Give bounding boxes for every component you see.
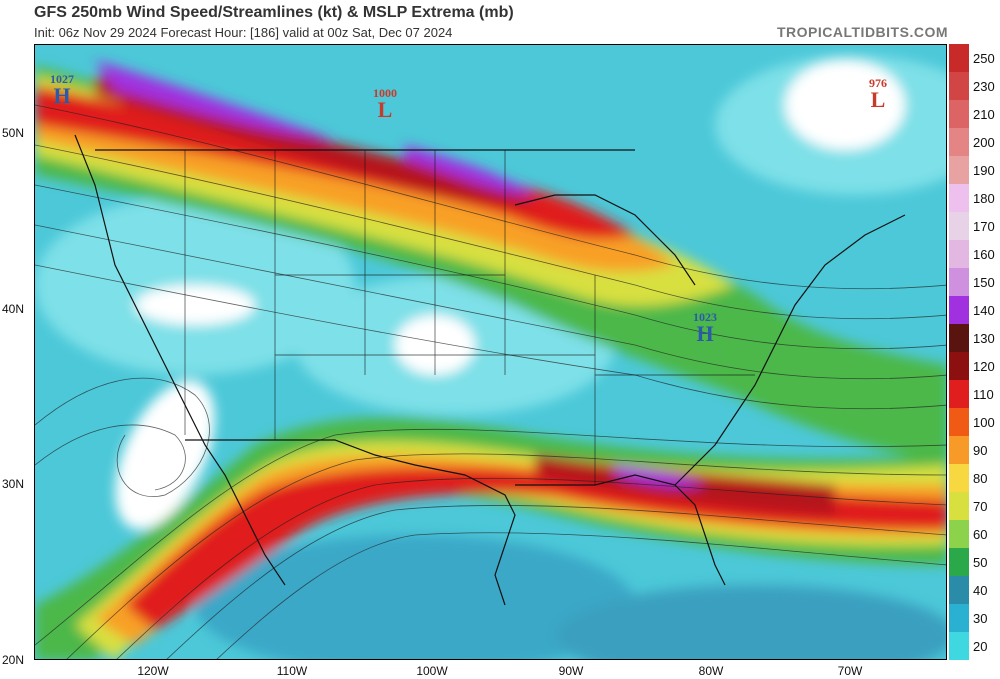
marker-symbol: H [53, 83, 71, 108]
colorbar-label: 230 [973, 79, 995, 94]
colorbar-label: 90 [973, 443, 988, 458]
colorbar-swatch [949, 44, 969, 72]
colorbar-label: 110 [973, 387, 994, 402]
lon-label-110w: 110W [276, 664, 308, 678]
colorbar-label: 190 [973, 163, 995, 178]
colorbar-label: 200 [973, 135, 995, 150]
marker-value: 1023 [693, 310, 717, 324]
colorbar-step: 160 [949, 240, 1000, 268]
colorbar-label: 130 [973, 331, 995, 346]
colorbar-label: 150 [973, 275, 995, 290]
colorbar-swatch [949, 436, 969, 464]
colorbar-swatch [949, 408, 969, 436]
colorbar-step: 30 [949, 604, 1000, 632]
colorbar-step: 70 [949, 492, 1000, 520]
colorbar-swatch [949, 268, 969, 296]
low-pressure-marker-1000: 1000 L [367, 87, 403, 121]
colorbar-swatch [949, 632, 969, 660]
marker-symbol: L [870, 87, 886, 112]
wind-speed-field [35, 45, 946, 659]
colorbar-label: 160 [973, 247, 995, 262]
marker-symbol: L [377, 97, 393, 122]
colorbar-swatch [949, 296, 969, 324]
high-pressure-marker-1023: 1023 H [687, 311, 723, 345]
colorbar-swatch [949, 100, 969, 128]
colorbar-step: 60 [949, 520, 1000, 548]
lon-label-70w: 70W [837, 664, 863, 678]
colorbar-swatch [949, 156, 969, 184]
colorbar-label: 60 [973, 527, 988, 542]
colorbar-label: 180 [973, 191, 995, 206]
map-title: GFS 250mb Wind Speed/Streamlines (kt) & … [34, 4, 514, 21]
colorbar-swatch [949, 548, 969, 576]
colorbar: 250 230 210 200 190 180 170 160 150 140 130 120 110 1… [949, 44, 1000, 660]
lat-label-30n: 30N [2, 477, 25, 491]
colorbar-step: 40 [949, 576, 1000, 604]
colorbar-step: 130 [949, 324, 1000, 352]
colorbar-step: 200 [949, 128, 1000, 156]
colorbar-step: 180 [949, 184, 1000, 212]
colorbar-label: 100 [973, 415, 995, 430]
colorbar-label: 20 [973, 639, 988, 654]
colorbar-step: 90 [949, 436, 1000, 464]
marker-value: 976 [869, 76, 887, 90]
lon-label-90w: 90W [558, 664, 584, 678]
colorbar-step: 110 [949, 380, 1000, 408]
colorbar-swatch [949, 184, 969, 212]
colorbar-label: 30 [973, 611, 988, 626]
colorbar-label: 70 [973, 499, 988, 514]
colorbar-swatch [949, 352, 969, 380]
brand-watermark: TROPICALTIDBITS.COM [776, 24, 948, 40]
lon-label-120w: 120W [137, 664, 169, 678]
colorbar-swatch [949, 212, 969, 240]
colorbar-swatch [949, 464, 969, 492]
lon-label-100w: 100W [416, 664, 448, 678]
colorbar-step: 100 [949, 408, 1000, 436]
colorbar-swatch [949, 576, 969, 604]
colorbar-step: 190 [949, 156, 1000, 184]
colorbar-step: 50 [949, 548, 1000, 576]
colorbar-label: 210 [973, 107, 995, 122]
colorbar-step: 120 [949, 352, 1000, 380]
colorbar-step: 210 [949, 100, 1000, 128]
lat-label-40n: 40N [2, 302, 25, 316]
colorbar-label: 140 [973, 303, 995, 318]
colorbar-label: 80 [973, 471, 988, 486]
colorbar-step: 170 [949, 212, 1000, 240]
wind-map: 1027 H 1000 L 976 L 1023 H [34, 44, 947, 660]
marker-value: 1000 [373, 86, 397, 100]
colorbar-step: 140 [949, 296, 1000, 324]
marker-symbol: H [696, 321, 714, 346]
colorbar-swatch [949, 72, 969, 100]
low-pressure-marker-976: 976 L [861, 77, 895, 111]
colorbar-swatch [949, 520, 969, 548]
high-pressure-marker-1027: 1027 H [45, 73, 79, 107]
marker-value: 1027 [50, 72, 74, 86]
colorbar-step: 20 [949, 632, 1000, 660]
colorbar-swatch [949, 604, 969, 632]
colorbar-swatch [949, 128, 969, 156]
colorbar-label: 250 [973, 51, 995, 66]
colorbar-label: 50 [973, 555, 988, 570]
lon-label-80w: 80W [698, 664, 724, 678]
colorbar-label: 40 [973, 583, 988, 598]
lat-label-50n: 50N [2, 126, 25, 140]
colorbar-step: 150 [949, 268, 1000, 296]
colorbar-label: 170 [973, 219, 995, 234]
colorbar-swatch [949, 380, 969, 408]
colorbar-swatch [949, 240, 969, 268]
colorbar-step: 250 [949, 44, 1000, 72]
colorbar-step: 230 [949, 72, 1000, 100]
lat-label-20n: 20N [2, 653, 25, 667]
colorbar-swatch [949, 324, 969, 352]
forecast-info: Init: 06z Nov 29 2024 Forecast Hour: [18… [34, 25, 453, 40]
colorbar-label: 120 [973, 359, 995, 374]
colorbar-step: 80 [949, 464, 1000, 492]
colorbar-swatch [949, 492, 969, 520]
map-header: GFS 250mb Wind Speed/Streamlines (kt) & … [0, 0, 1000, 44]
